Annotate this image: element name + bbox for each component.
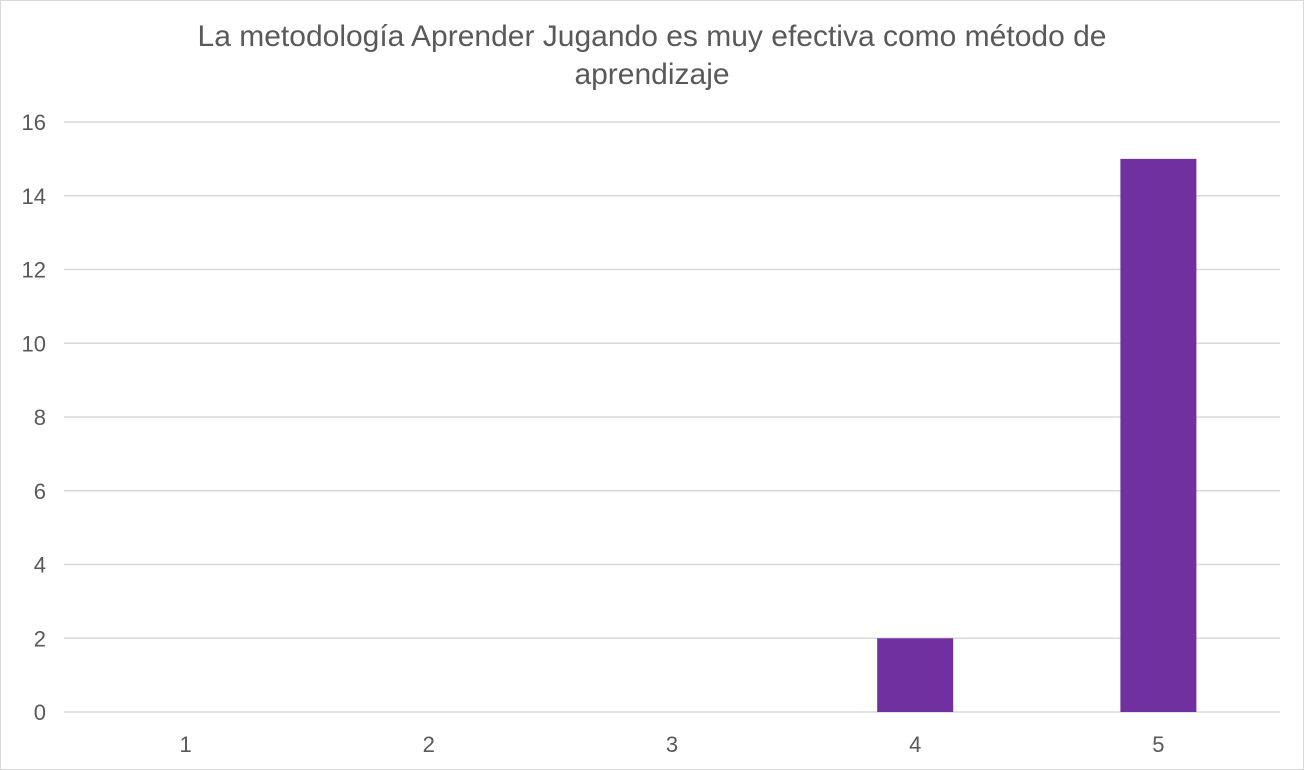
- y-tick-label: 14: [22, 184, 46, 209]
- x-tick-label: 2: [423, 732, 435, 757]
- y-tick-label: 6: [34, 479, 46, 504]
- y-tick-label: 12: [22, 258, 46, 283]
- bar-4: [877, 638, 954, 712]
- x-tick-label: 4: [909, 732, 921, 757]
- y-tick-label: 10: [22, 331, 46, 356]
- y-tick-label: 16: [22, 110, 46, 135]
- y-tick-label: 4: [34, 553, 46, 578]
- x-axis-tick-labels: 1 2 3 4 5: [179, 732, 1164, 757]
- y-tick-label: 8: [34, 405, 46, 430]
- gridlines: [64, 121, 1280, 713]
- y-axis-tick-labels: 0 2 4 6 8 10 12 14 16: [22, 110, 46, 725]
- chart-title: La metodología Aprender Jugando es muy e…: [0, 18, 1304, 94]
- chart-title-line-2: aprendizaje: [574, 58, 730, 91]
- bars: [877, 158, 1197, 712]
- y-tick-label: 2: [34, 626, 46, 651]
- x-tick-label: 5: [1152, 732, 1164, 757]
- y-tick-label: 0: [34, 700, 46, 725]
- bar-5: [1120, 158, 1197, 712]
- chart-title-line-1: La metodología Aprender Jugando es muy e…: [197, 20, 1107, 53]
- x-tick-label: 1: [179, 732, 191, 757]
- x-tick-label: 3: [666, 732, 678, 757]
